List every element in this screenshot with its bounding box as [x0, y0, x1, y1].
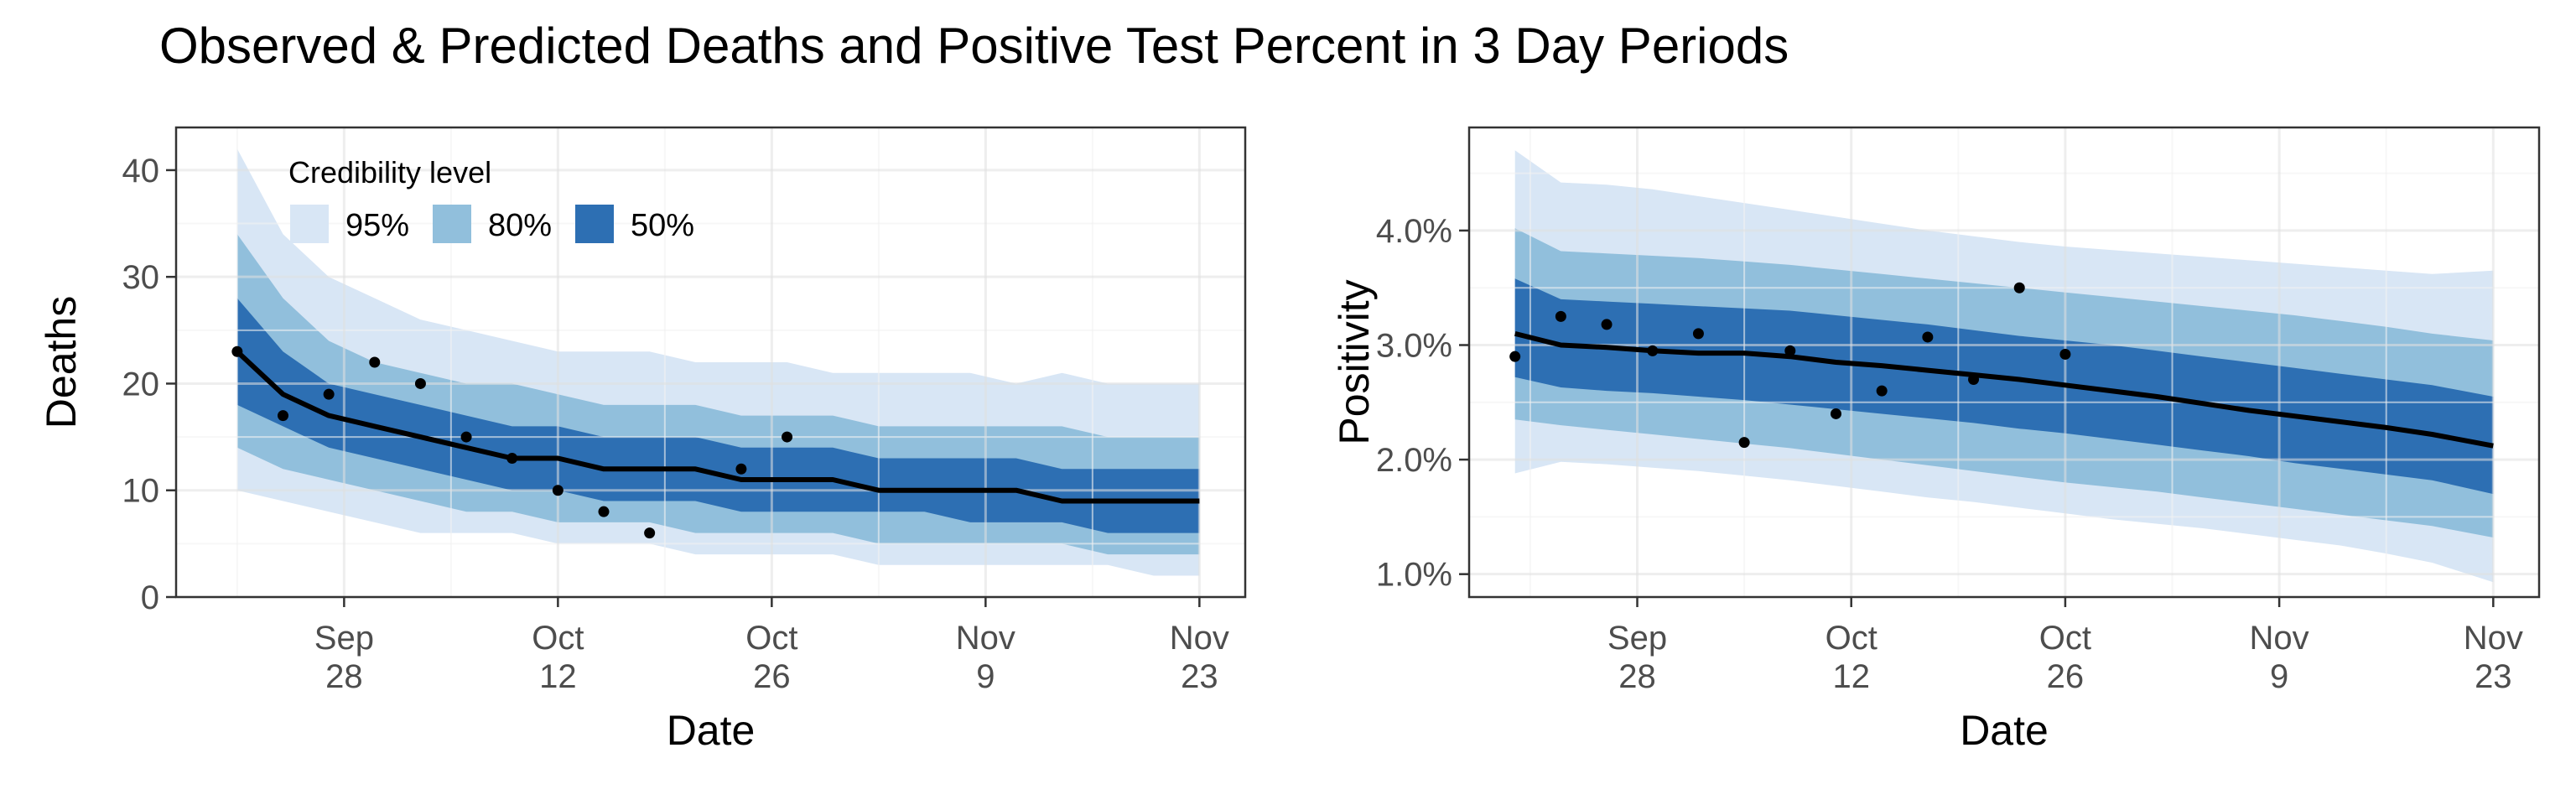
deaths-x-tick-label-month: Oct [532, 620, 584, 657]
positivity-observed-point [1692, 328, 1704, 340]
deaths-y-tick-label: 40 [122, 153, 160, 190]
positivity-observed-point [1876, 385, 1888, 397]
deaths-observed-point [598, 506, 610, 517]
credibility-legend: Credibility level 95% 80% 50% [288, 155, 694, 243]
deaths-x-axis-title: Date [667, 707, 756, 754]
positivity-median-line-group [1514, 330, 2494, 449]
deaths-credibility-bands [236, 148, 1200, 576]
positivity-y-tick-label: 2.0% [1376, 442, 1452, 479]
legend-swatch-95 [290, 205, 329, 243]
deaths-y-tick-label: 10 [122, 473, 160, 510]
deaths-x-tick-label-day: 23 [1181, 658, 1218, 695]
positivity-panel-border [1467, 126, 2541, 599]
deaths-observed-point [506, 453, 518, 465]
positivity-x-tick-label-month: Sep [1607, 620, 1667, 657]
positivity-observed-point [1968, 373, 1980, 385]
positivity-observed-point [1738, 437, 1750, 449]
positivity-observed-points [1509, 282, 2071, 449]
positivity-observed-point [1922, 331, 1934, 343]
positivity-band-50 [1514, 278, 2494, 495]
deaths-panel-border [174, 126, 1247, 599]
positivity-y-tick-label: 1.0% [1376, 557, 1452, 594]
deaths-x-tick-label-month: Nov [956, 620, 1015, 657]
positivity-observed-point [2013, 282, 2025, 293]
positivity-panel: 1.0%2.0%3.0%4.0%Sep28Oct12Oct26Nov9Nov23… [1331, 126, 2541, 754]
positivity-x-tick-label-day: 23 [2475, 658, 2512, 695]
deaths-observed-points [231, 345, 793, 539]
deaths-observed-point [552, 485, 564, 496]
deaths-band-50 [236, 298, 1200, 533]
legend-label-50: 50% [631, 208, 694, 243]
deaths-y-tick-label: 0 [141, 579, 159, 616]
positivity-x-tick-label-day: 26 [2047, 658, 2085, 695]
deaths-x-tick-label-day: 9 [976, 658, 995, 695]
deaths-x-tick-label-day: 28 [325, 658, 363, 695]
positivity-gridlines [1469, 127, 2539, 597]
deaths-observed-point [414, 377, 426, 389]
positivity-observed-point [1509, 351, 1521, 362]
deaths-observed-point [782, 431, 793, 443]
deaths-x-tick-label-month: Oct [745, 620, 797, 657]
deaths-observed-point [644, 527, 656, 539]
positivity-median-line [1514, 330, 2494, 449]
positivity-observed-point [1601, 319, 1613, 330]
legend-label-80: 80% [488, 208, 552, 243]
positivity-x-tick-label-month: Nov [2250, 620, 2309, 657]
deaths-observed-point [735, 463, 747, 475]
deaths-axes: 010203040Sep28Oct12Oct26Nov9Nov23DateDea… [38, 126, 1247, 754]
positivity-observed-point [1647, 345, 1659, 356]
legend-label-95: 95% [345, 208, 409, 243]
deaths-x-tick-label-day: 12 [539, 658, 577, 695]
positivity-x-axis-title: Date [1960, 707, 2049, 754]
deaths-observed-point [323, 388, 335, 400]
deaths-y-axis-title: Deaths [38, 296, 85, 428]
legend-title: Credibility level [288, 155, 491, 190]
deaths-panel: 010203040Sep28Oct12Oct26Nov9Nov23DateDea… [38, 126, 1247, 754]
positivity-x-tick-label-month: Oct [2039, 620, 2091, 657]
positivity-observed-point [1784, 345, 1796, 356]
positivity-y-axis-title: Positivity [1331, 279, 1378, 444]
deaths-y-tick-label: 30 [122, 259, 160, 296]
deaths-y-tick-label: 20 [122, 366, 160, 402]
deaths-x-tick-label-month: Sep [314, 620, 374, 657]
figure-title: Observed & Predicted Deaths and Positive… [159, 18, 1789, 74]
deaths-observed-point [278, 410, 288, 422]
deaths-x-tick-label-day: 26 [753, 658, 791, 695]
legend-swatch-80 [433, 205, 471, 243]
positivity-observed-point [2059, 348, 2071, 360]
deaths-median-line-group [235, 350, 1200, 504]
positivity-axes: 1.0%2.0%3.0%4.0%Sep28Oct12Oct26Nov9Nov23… [1331, 126, 2541, 754]
positivity-observed-point [1830, 408, 1841, 419]
deaths-observed-point [460, 431, 472, 443]
positivity-observed-point [1555, 310, 1566, 322]
positivity-x-tick-label-month: Oct [1826, 620, 1877, 657]
deaths-observed-point [231, 345, 243, 357]
positivity-y-tick-label: 3.0% [1376, 328, 1452, 365]
positivity-x-tick-label-day: 12 [1832, 658, 1870, 695]
positivity-y-tick-label: 4.0% [1376, 213, 1452, 250]
deaths-x-tick-label-month: Nov [1170, 620, 1229, 657]
positivity-x-tick-label-day: 9 [2270, 658, 2288, 695]
deaths-median-line [235, 350, 1200, 504]
legend-swatch-50 [575, 205, 614, 243]
deaths-observed-point [369, 356, 381, 368]
positivity-x-tick-label-month: Nov [2464, 620, 2523, 657]
positivity-x-tick-label-day: 28 [1618, 658, 1656, 695]
